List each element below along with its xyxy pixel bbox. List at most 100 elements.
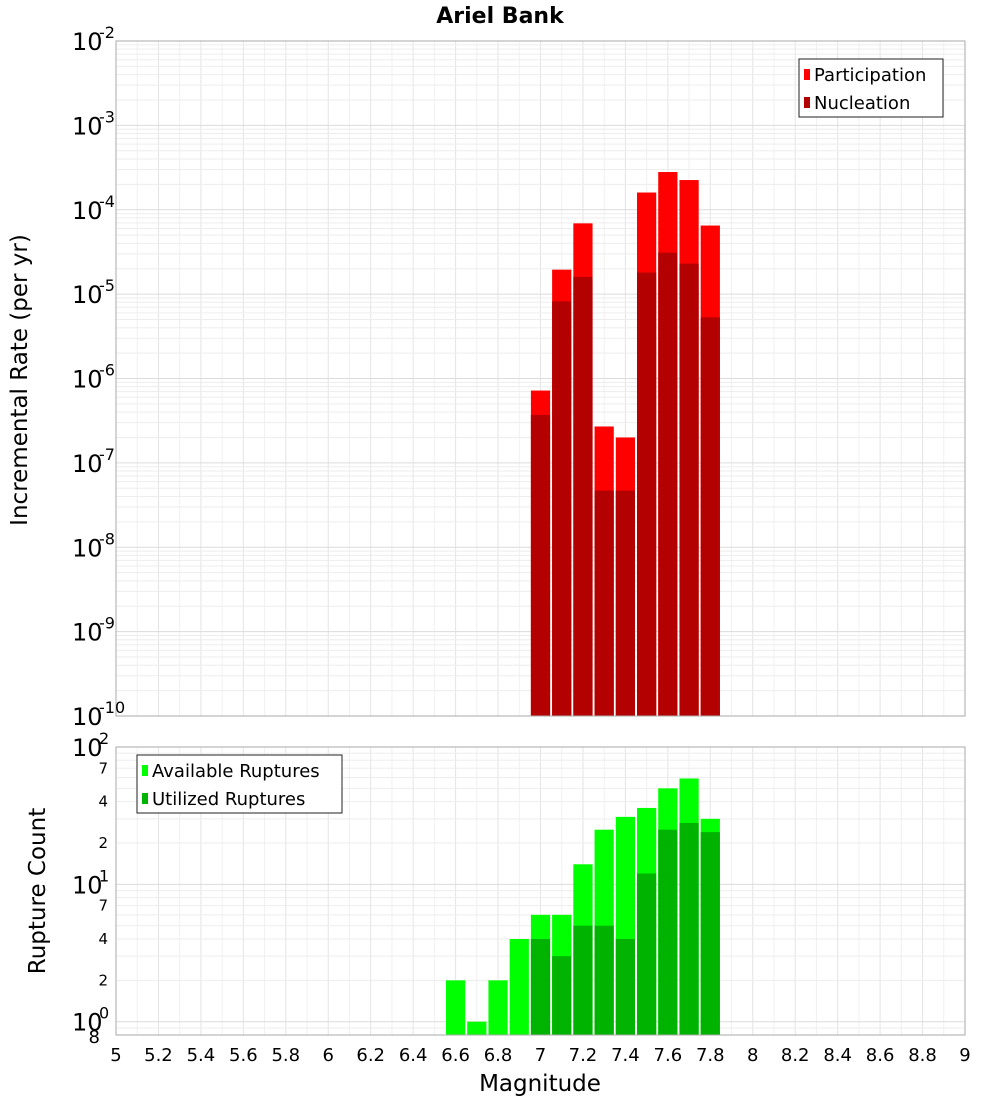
count-bar-utilized-ruptures: Utilized Ruptures M7.3: 5 (594, 925, 614, 1035)
count-plot-frame (115, 746, 966, 1036)
count-legend: Available Ruptures Utilized Ruptures (136, 754, 343, 814)
rate-y-tick-base: 10 (72, 112, 103, 140)
count-bar-utilized-ruptures: Utilized Ruptures M7.4: 4 (615, 939, 636, 1035)
magnitude-tick-label: 8.4 (823, 1045, 852, 1066)
count-legend-swatch (142, 765, 148, 776)
count-y-tick-label: 101 (72, 866, 109, 899)
rate-legend-swatch (804, 69, 810, 80)
rate-bar-nucleation: Nucleation M7.5: 0.000018 (637, 272, 657, 716)
count-bar-utilized-ruptures: Utilized Ruptures M7.8: 24 (700, 832, 720, 1035)
magnitude-tick-labels: 5 5.2 5.4 5.6 5.8 6 6.2 6.4 6.6 6.8 7 7.2 7.4 7.6 7.8 8… (110, 1045, 970, 1066)
rate-legend-box (798, 58, 944, 118)
count-y-minor-tick-label: 4 (98, 930, 108, 948)
count-legend-label: Utilized Ruptures (152, 789, 305, 810)
rate-y-tick-exponent: -2 (99, 23, 115, 42)
count-y-tick-exponent: 1 (99, 866, 109, 885)
rate-y-tick-exponent: -10 (99, 698, 125, 717)
count-y-tick-exponent: 0 (99, 1004, 109, 1023)
rate-bar-nucleation: Nucleation M7.7: 0.000023 (679, 263, 699, 716)
chart-title: Ariel Bank (436, 4, 565, 29)
rate-plot-frame (115, 40, 966, 717)
count-bar-available-ruptures: Available Ruptures M6.6: 2 (445, 980, 466, 1035)
count-y-tick-base: 10 (72, 734, 103, 762)
rate-y-tick-label: 10-2 (72, 23, 115, 56)
magnitude-tick-label: 5.2 (144, 1045, 173, 1066)
count-legend-box (136, 754, 343, 814)
rate-plot: Participation M7: 7.2e-7Participation M7… (72, 23, 966, 731)
count-y-minor-tick-label: 7 (98, 759, 108, 777)
count-bar-utilized-ruptures: Utilized Ruptures M7.7: 28 (679, 822, 699, 1035)
rate-bar-nucleation: Nucleation M7.6: 0.000031 (658, 252, 678, 716)
rate-bar-nucleation: Nucleation M7.2: 0.000016 (573, 276, 593, 716)
rate-y-tick-label: 10-3 (72, 107, 115, 140)
magnitude-tick-label: 8.6 (866, 1045, 895, 1066)
rate-bar-nucleation: Nucleation M7.8: 0.0000053 (700, 317, 720, 716)
rate-y-tick-label: 10-6 (72, 361, 115, 394)
count-axis-label: Rupture Count (25, 808, 51, 974)
rate-legend: Participation Nucleation (798, 58, 944, 118)
magnitude-tick-label: 8.8 (908, 1045, 937, 1066)
rate-y-tick-exponent: -8 (99, 529, 115, 548)
rate-y-tick-base: 10 (72, 197, 103, 225)
rate-y-tick-base: 10 (72, 703, 103, 731)
count-bar-available-ruptures: Available Ruptures M6.8: 2 (488, 980, 508, 1035)
rate-y-tick-base: 10 (72, 281, 103, 309)
count-y-tick-base: 10 (72, 1009, 103, 1037)
count-y-minor-tick-label: 8 (89, 1027, 100, 1048)
rate-y-tick-base: 10 (72, 534, 103, 562)
rate-legend-label: Nucleation (814, 93, 910, 114)
magnitude-tick-label: 9 (959, 1045, 970, 1066)
magnitude-tick-label: 5.8 (271, 1045, 300, 1066)
count-y-tick-label: 102 (72, 729, 109, 762)
magnitude-tick-label: 6.4 (399, 1045, 428, 1066)
magnitude-tick-label: 7.6 (654, 1045, 683, 1066)
magnitude-tick-label: 5.6 (229, 1045, 258, 1066)
magnitude-tick-label: 7.8 (696, 1045, 725, 1066)
count-y-tick-exponent: 2 (99, 729, 109, 748)
magnitude-tick-label: 6.2 (356, 1045, 385, 1066)
rate-y-tick-exponent: -4 (99, 192, 115, 211)
rate-y-tick-base: 10 (72, 450, 103, 478)
rate-y-tick-label: 10-8 (72, 529, 115, 562)
magnitude-tick-label: 6 (323, 1045, 334, 1066)
rate-y-tick-base: 10 (72, 619, 103, 647)
magnitude-tick-label: 8 (747, 1045, 758, 1066)
count-bar-utilized-ruptures: Utilized Ruptures M7: 4 (530, 939, 551, 1035)
rate-bar-nucleation: Nucleation M7.1: 0.0000082 (552, 301, 572, 716)
count-y-minor-tick-label: 2 (98, 834, 108, 852)
count-y-minor-tick-label: 4 (98, 793, 108, 811)
rate-legend-swatch (804, 97, 810, 108)
magnitude-tick-label: 7 (535, 1045, 546, 1066)
rate-y-tick-exponent: -3 (99, 107, 115, 126)
magnitude-tick-label: 7.2 (569, 1045, 598, 1066)
magnitude-tick-label: 5.4 (187, 1045, 216, 1066)
count-bar-utilized-ruptures: Utilized Ruptures M7.1: 3 (552, 956, 572, 1035)
magnitude-tick-label: 7.4 (611, 1045, 640, 1066)
rate-y-tick-exponent: -9 (99, 614, 115, 633)
count-bar-available-ruptures: Available Ruptures M6.7: 1 (467, 1021, 487, 1035)
rate-y-tick-label: 10-7 (72, 445, 115, 478)
count-bar-utilized-ruptures: Utilized Ruptures M7.5: 12 (637, 873, 657, 1035)
magnitude-tick-label: 6.8 (484, 1045, 513, 1066)
rate-y-tick-label: 10-5 (72, 276, 115, 309)
magnitude-tick-label: 8.2 (781, 1045, 810, 1066)
rate-y-tick-label: 10-4 (72, 192, 115, 225)
rate-bar-nucleation: Nucleation M7.4: 4.7e-8 (615, 490, 636, 716)
count-y-minor-tick-label: 2 (98, 971, 108, 989)
rate-y-tick-label: 10-10 (72, 698, 125, 731)
count-legend-label: Available Ruptures (152, 761, 320, 782)
rate-bar-nucleation: Nucleation M7: 3.7e-7 (530, 414, 551, 716)
count-bar-utilized-ruptures: Utilized Ruptures M7.2: 5 (573, 925, 593, 1035)
count-bar-available-ruptures: Available Ruptures M6.9: 4 (509, 939, 529, 1035)
count-plot: Available Ruptures M6.6: 2Available Rupt… (72, 729, 966, 1048)
rate-y-tick-base: 10 (72, 366, 103, 394)
rate-legend-label: Participation (814, 65, 926, 86)
rate-y-tick-base: 10 (72, 28, 103, 56)
rate-bar-nucleation: Nucleation M7.3: 4.7e-8 (594, 490, 614, 716)
magnitude-tick-label: 6.6 (441, 1045, 470, 1066)
count-y-minor-tick-label: 7 (98, 897, 108, 915)
rate-y-tick-exponent: -6 (99, 361, 115, 380)
count-y-tick-label: 100 (72, 1004, 109, 1037)
